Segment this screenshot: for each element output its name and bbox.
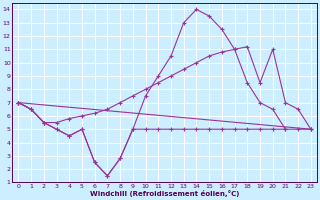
X-axis label: Windchill (Refroidissement éolien,°C): Windchill (Refroidissement éolien,°C) (90, 190, 239, 197)
